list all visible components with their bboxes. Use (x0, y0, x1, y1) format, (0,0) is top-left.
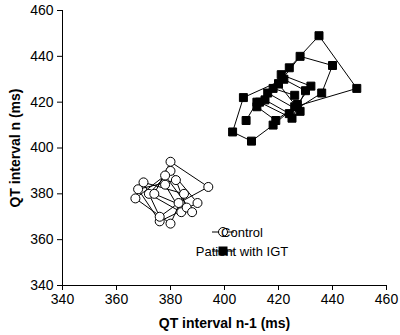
svg-text:440: 440 (321, 291, 345, 307)
svg-text:340: 340 (51, 291, 75, 307)
svg-text:400: 400 (30, 139, 54, 155)
svg-text:440: 440 (30, 48, 54, 64)
svg-text:460: 460 (375, 291, 399, 307)
svg-text:Patient with IGT: Patient with IGT (196, 244, 289, 259)
svg-text:360: 360 (30, 231, 54, 247)
svg-text:QT interval n-1 (ms): QT interval n-1 (ms) (159, 315, 290, 331)
svg-text:460: 460 (30, 2, 54, 18)
svg-text:420: 420 (267, 291, 291, 307)
svg-text:380: 380 (159, 291, 183, 307)
svg-text:340: 340 (30, 277, 54, 293)
svg-text:420: 420 (30, 94, 54, 110)
svg-text:360: 360 (105, 291, 129, 307)
svg-text:Control: Control (221, 225, 263, 240)
svg-text:380: 380 (30, 185, 54, 201)
svg-text:400: 400 (213, 291, 237, 307)
svg-text:QT interval n (ms): QT interval n (ms) (7, 88, 23, 207)
